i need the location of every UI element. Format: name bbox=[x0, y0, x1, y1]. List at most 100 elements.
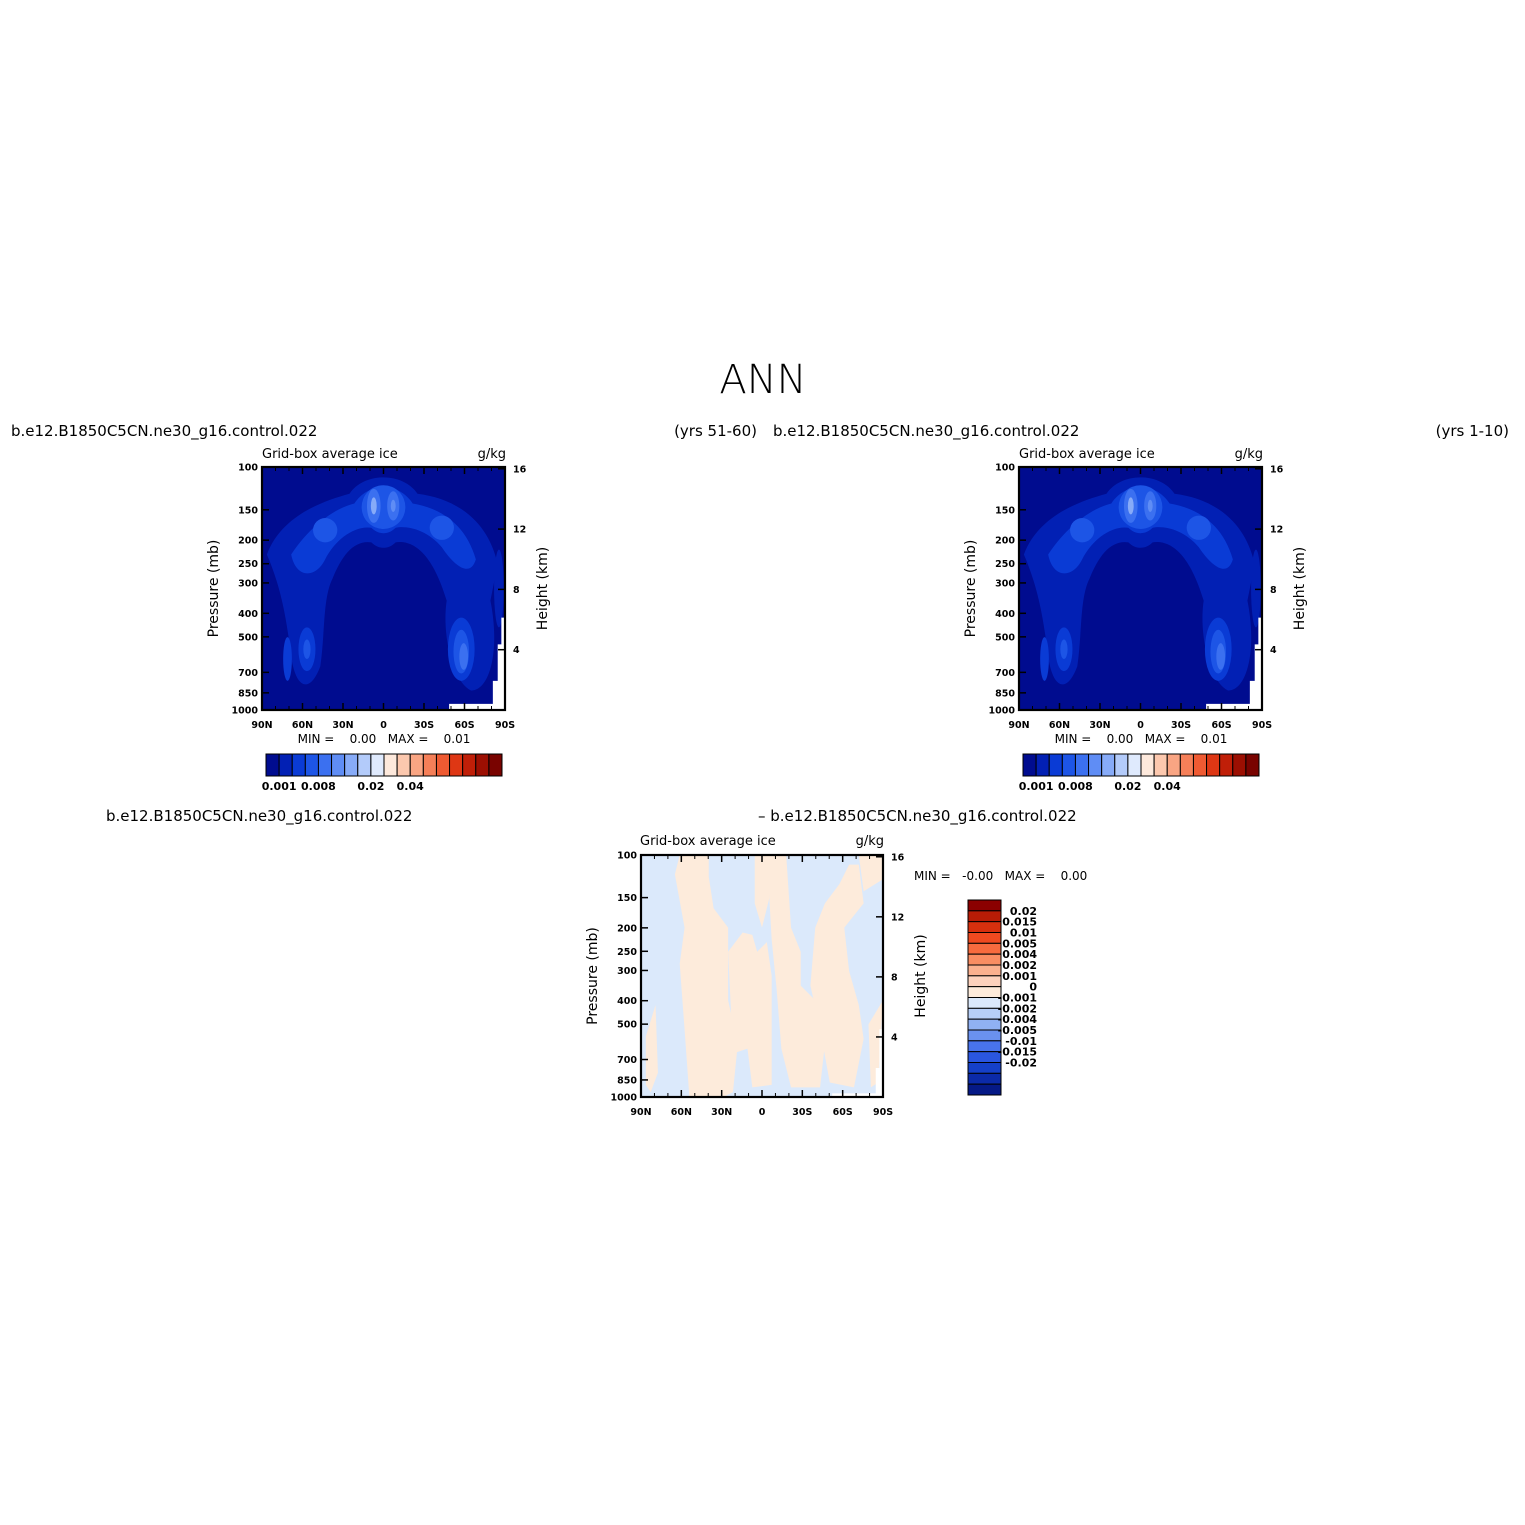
panel-3-units: g/kg bbox=[856, 834, 884, 849]
y-tick-label: 400 bbox=[995, 609, 1015, 620]
colorbar-label: -0.004 bbox=[998, 1013, 1038, 1026]
colorbar-label: -0.005 bbox=[998, 1024, 1037, 1037]
colorbar-box bbox=[1219, 753, 1234, 777]
colorbar-box bbox=[278, 753, 293, 777]
panel-3-min-max: MIN = -0.00 MAX = 0.00 bbox=[914, 869, 1087, 883]
colorbar-label: -0.02 bbox=[1005, 1057, 1037, 1070]
panel-3-contour-plot: 90N 60N 30N 0 30S 60S 90S 100 150 200 250 300 400 500… bbox=[585, 851, 929, 1119]
contour-level-6 bbox=[1127, 497, 1134, 515]
colorbar-label: 0.008 bbox=[301, 780, 336, 793]
x-tick-label: 30N bbox=[332, 720, 353, 731]
y-tick-label: 250 bbox=[617, 947, 637, 958]
colorbar-label: 0.005 bbox=[1002, 937, 1037, 950]
x-tick-label: 0 bbox=[380, 720, 387, 731]
contour-level-6 bbox=[370, 497, 377, 515]
panel-1-variable: Grid-box average ice bbox=[262, 447, 398, 462]
contour-level-3 bbox=[313, 518, 338, 543]
colorbar-label: -0.01 bbox=[1005, 1035, 1037, 1048]
panel-1-min-max: MIN = 0.00 MAX = 0.01 bbox=[298, 732, 471, 746]
y2-tick-label: 16 bbox=[513, 464, 527, 475]
y2-tick-label: 12 bbox=[1270, 525, 1283, 536]
colorbar-label: 0.04 bbox=[1154, 780, 1181, 793]
panel-2-variable: Grid-box average ice bbox=[1019, 447, 1155, 462]
colorbar-box bbox=[1166, 753, 1181, 777]
colorbar-box bbox=[1074, 753, 1090, 777]
contour-level-positive bbox=[766, 855, 825, 1088]
colorbar-box bbox=[1035, 753, 1050, 777]
colorbar-label: 0.02 bbox=[1010, 905, 1037, 918]
y-tick-label: 1000 bbox=[611, 1093, 638, 1104]
y2-tick-label: 4 bbox=[513, 645, 520, 656]
y2-tick-label: 16 bbox=[891, 852, 905, 863]
contour-level-3 bbox=[1186, 515, 1211, 540]
y-tick-label: 250 bbox=[995, 559, 1015, 570]
contour-level-positive bbox=[810, 864, 864, 1088]
contour-level-3 bbox=[429, 515, 454, 540]
colorbar-box bbox=[967, 986, 1002, 999]
contour-level-positive bbox=[645, 1005, 658, 1093]
colorbar-box bbox=[1140, 753, 1155, 777]
colorbar-box bbox=[370, 753, 385, 777]
panel-1-units: g/kg bbox=[478, 447, 506, 462]
panel-2-units: g/kg bbox=[1235, 447, 1263, 462]
y-tick-label: 100 bbox=[238, 463, 258, 474]
colorbar-box bbox=[1153, 753, 1168, 777]
colorbar-box bbox=[422, 753, 437, 777]
colorbar-box bbox=[1192, 753, 1208, 777]
panel-2-contour-plot: 90N 60N 30N 0 30S 60S 90S 100 150 200 250 300 400 500… bbox=[963, 463, 1308, 732]
colorbar-box bbox=[967, 953, 1002, 966]
colorbar-box bbox=[409, 753, 424, 777]
x-tick-label: 0 bbox=[759, 1107, 766, 1118]
contour-level-positive bbox=[728, 932, 772, 1088]
colorbar-label: 0.008 bbox=[1058, 780, 1093, 793]
x-tick-label: 0 bbox=[1137, 720, 1144, 731]
colorbar-box bbox=[265, 753, 280, 777]
y-tick-label: 850 bbox=[238, 688, 258, 699]
x-tick-label: 90S bbox=[1252, 720, 1272, 731]
y2-tick-label: 4 bbox=[891, 1032, 898, 1043]
colorbar-box bbox=[967, 1040, 1002, 1053]
contour-level-1 bbox=[494, 549, 504, 628]
contour-level-3 bbox=[1060, 639, 1068, 659]
colorbar-box bbox=[291, 753, 306, 777]
panel-3-case-right: – b.e12.B1850C5CN.ne30_g16.control.022 bbox=[758, 807, 1077, 826]
y-tick-label: 300 bbox=[995, 578, 1015, 589]
colorbar-box bbox=[1245, 753, 1260, 777]
y-tick-label: 200 bbox=[995, 536, 1015, 547]
y-tick-label: 850 bbox=[995, 688, 1015, 699]
contour-level-positive bbox=[754, 855, 772, 928]
contour-level-2 bbox=[1048, 487, 1233, 574]
y-axis-title: Pressure (mb) bbox=[585, 927, 601, 1025]
colorbar-box bbox=[967, 921, 1002, 934]
y2-tick-label: 8 bbox=[513, 585, 520, 596]
colorbar-box bbox=[475, 753, 490, 777]
colorbar-box bbox=[1179, 753, 1194, 777]
panel-1-contour-plot: 90N 60N 30N 0 30S 60S 90S 100 150 200 250 300 400 500… bbox=[206, 463, 551, 732]
contour-level-positive bbox=[858, 855, 883, 892]
y-tick-label: 400 bbox=[617, 996, 637, 1007]
colorbar-box bbox=[396, 753, 411, 777]
contour-level-4 bbox=[459, 643, 469, 670]
y-tick-label: 150 bbox=[995, 505, 1015, 516]
y2-tick-label: 12 bbox=[891, 912, 904, 923]
colorbar-box bbox=[435, 753, 451, 777]
contour-level-2 bbox=[283, 637, 292, 681]
x-tick-label: 30N bbox=[1089, 720, 1110, 731]
x-tick-label: 60S bbox=[1211, 720, 1231, 731]
colorbar-label: 0.01 bbox=[1010, 927, 1037, 940]
y-tick-label: 1000 bbox=[989, 706, 1016, 717]
contour-level-5 bbox=[1147, 499, 1153, 512]
y-axis-title: Pressure (mb) bbox=[963, 540, 979, 638]
colorbar-box bbox=[1088, 753, 1103, 777]
colorbar-label: 0.015 bbox=[1002, 916, 1037, 929]
colorbar-box bbox=[1232, 753, 1247, 777]
y-tick-label: 500 bbox=[995, 632, 1015, 643]
y-tick-label: 700 bbox=[238, 668, 258, 679]
y-tick-label: 850 bbox=[617, 1075, 637, 1086]
colorbar-label: -0.002 bbox=[998, 1002, 1037, 1015]
y-tick-label: 700 bbox=[617, 1055, 637, 1066]
colorbar-box bbox=[967, 997, 1002, 1009]
y-tick-label: 300 bbox=[238, 578, 258, 589]
colorbar-box bbox=[383, 753, 398, 777]
colorbar-label: 0.04 bbox=[397, 780, 424, 793]
